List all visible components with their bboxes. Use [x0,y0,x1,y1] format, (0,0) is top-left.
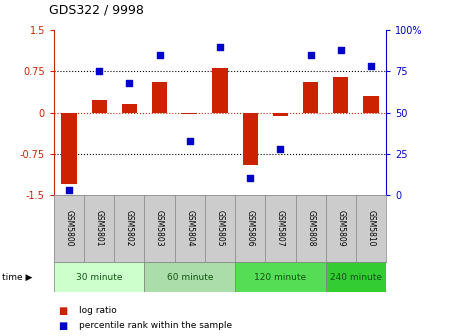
Text: GSM5804: GSM5804 [185,210,194,247]
Bar [54,262,145,292]
Bar [62,113,76,184]
Text: GSM5806: GSM5806 [246,210,255,247]
Text: GSM5805: GSM5805 [216,210,224,247]
Point [156,52,163,58]
Point [277,146,284,152]
Text: GSM5800: GSM5800 [65,210,74,247]
Bar [212,68,228,113]
Text: GSM5808: GSM5808 [306,210,315,247]
Point [126,80,133,86]
Text: 30 minute: 30 minute [76,273,123,282]
Point [66,187,73,193]
Text: 60 minute: 60 minute [167,273,213,282]
Point [186,138,194,143]
Bar [92,100,107,113]
Bar [122,104,137,113]
Bar [303,82,318,113]
Text: GSM5802: GSM5802 [125,210,134,247]
Bar [333,77,348,113]
Point [216,44,224,49]
Bar [326,262,386,292]
Bar [242,113,258,165]
Text: GSM5803: GSM5803 [155,210,164,247]
Text: log ratio: log ratio [79,306,116,315]
Point [247,176,254,181]
Point [307,52,314,58]
Bar [145,262,235,292]
Bar [235,262,326,292]
Point [337,47,344,53]
Text: ■: ■ [58,306,68,316]
Text: 120 minute: 120 minute [254,273,307,282]
Bar [364,96,379,113]
Bar [152,82,167,113]
Text: ■: ■ [58,321,68,331]
Bar [273,113,288,116]
Text: 240 minute: 240 minute [330,273,382,282]
Text: percentile rank within the sample: percentile rank within the sample [79,322,232,330]
Text: GSM5801: GSM5801 [95,210,104,247]
Text: GSM5810: GSM5810 [366,210,375,247]
Bar [182,113,198,114]
Point [96,69,103,74]
Text: GSM5807: GSM5807 [276,210,285,247]
Text: GSM5809: GSM5809 [336,210,345,247]
Point [367,64,374,69]
Text: time ▶: time ▶ [2,273,33,282]
Text: GDS322 / 9998: GDS322 / 9998 [49,4,144,17]
